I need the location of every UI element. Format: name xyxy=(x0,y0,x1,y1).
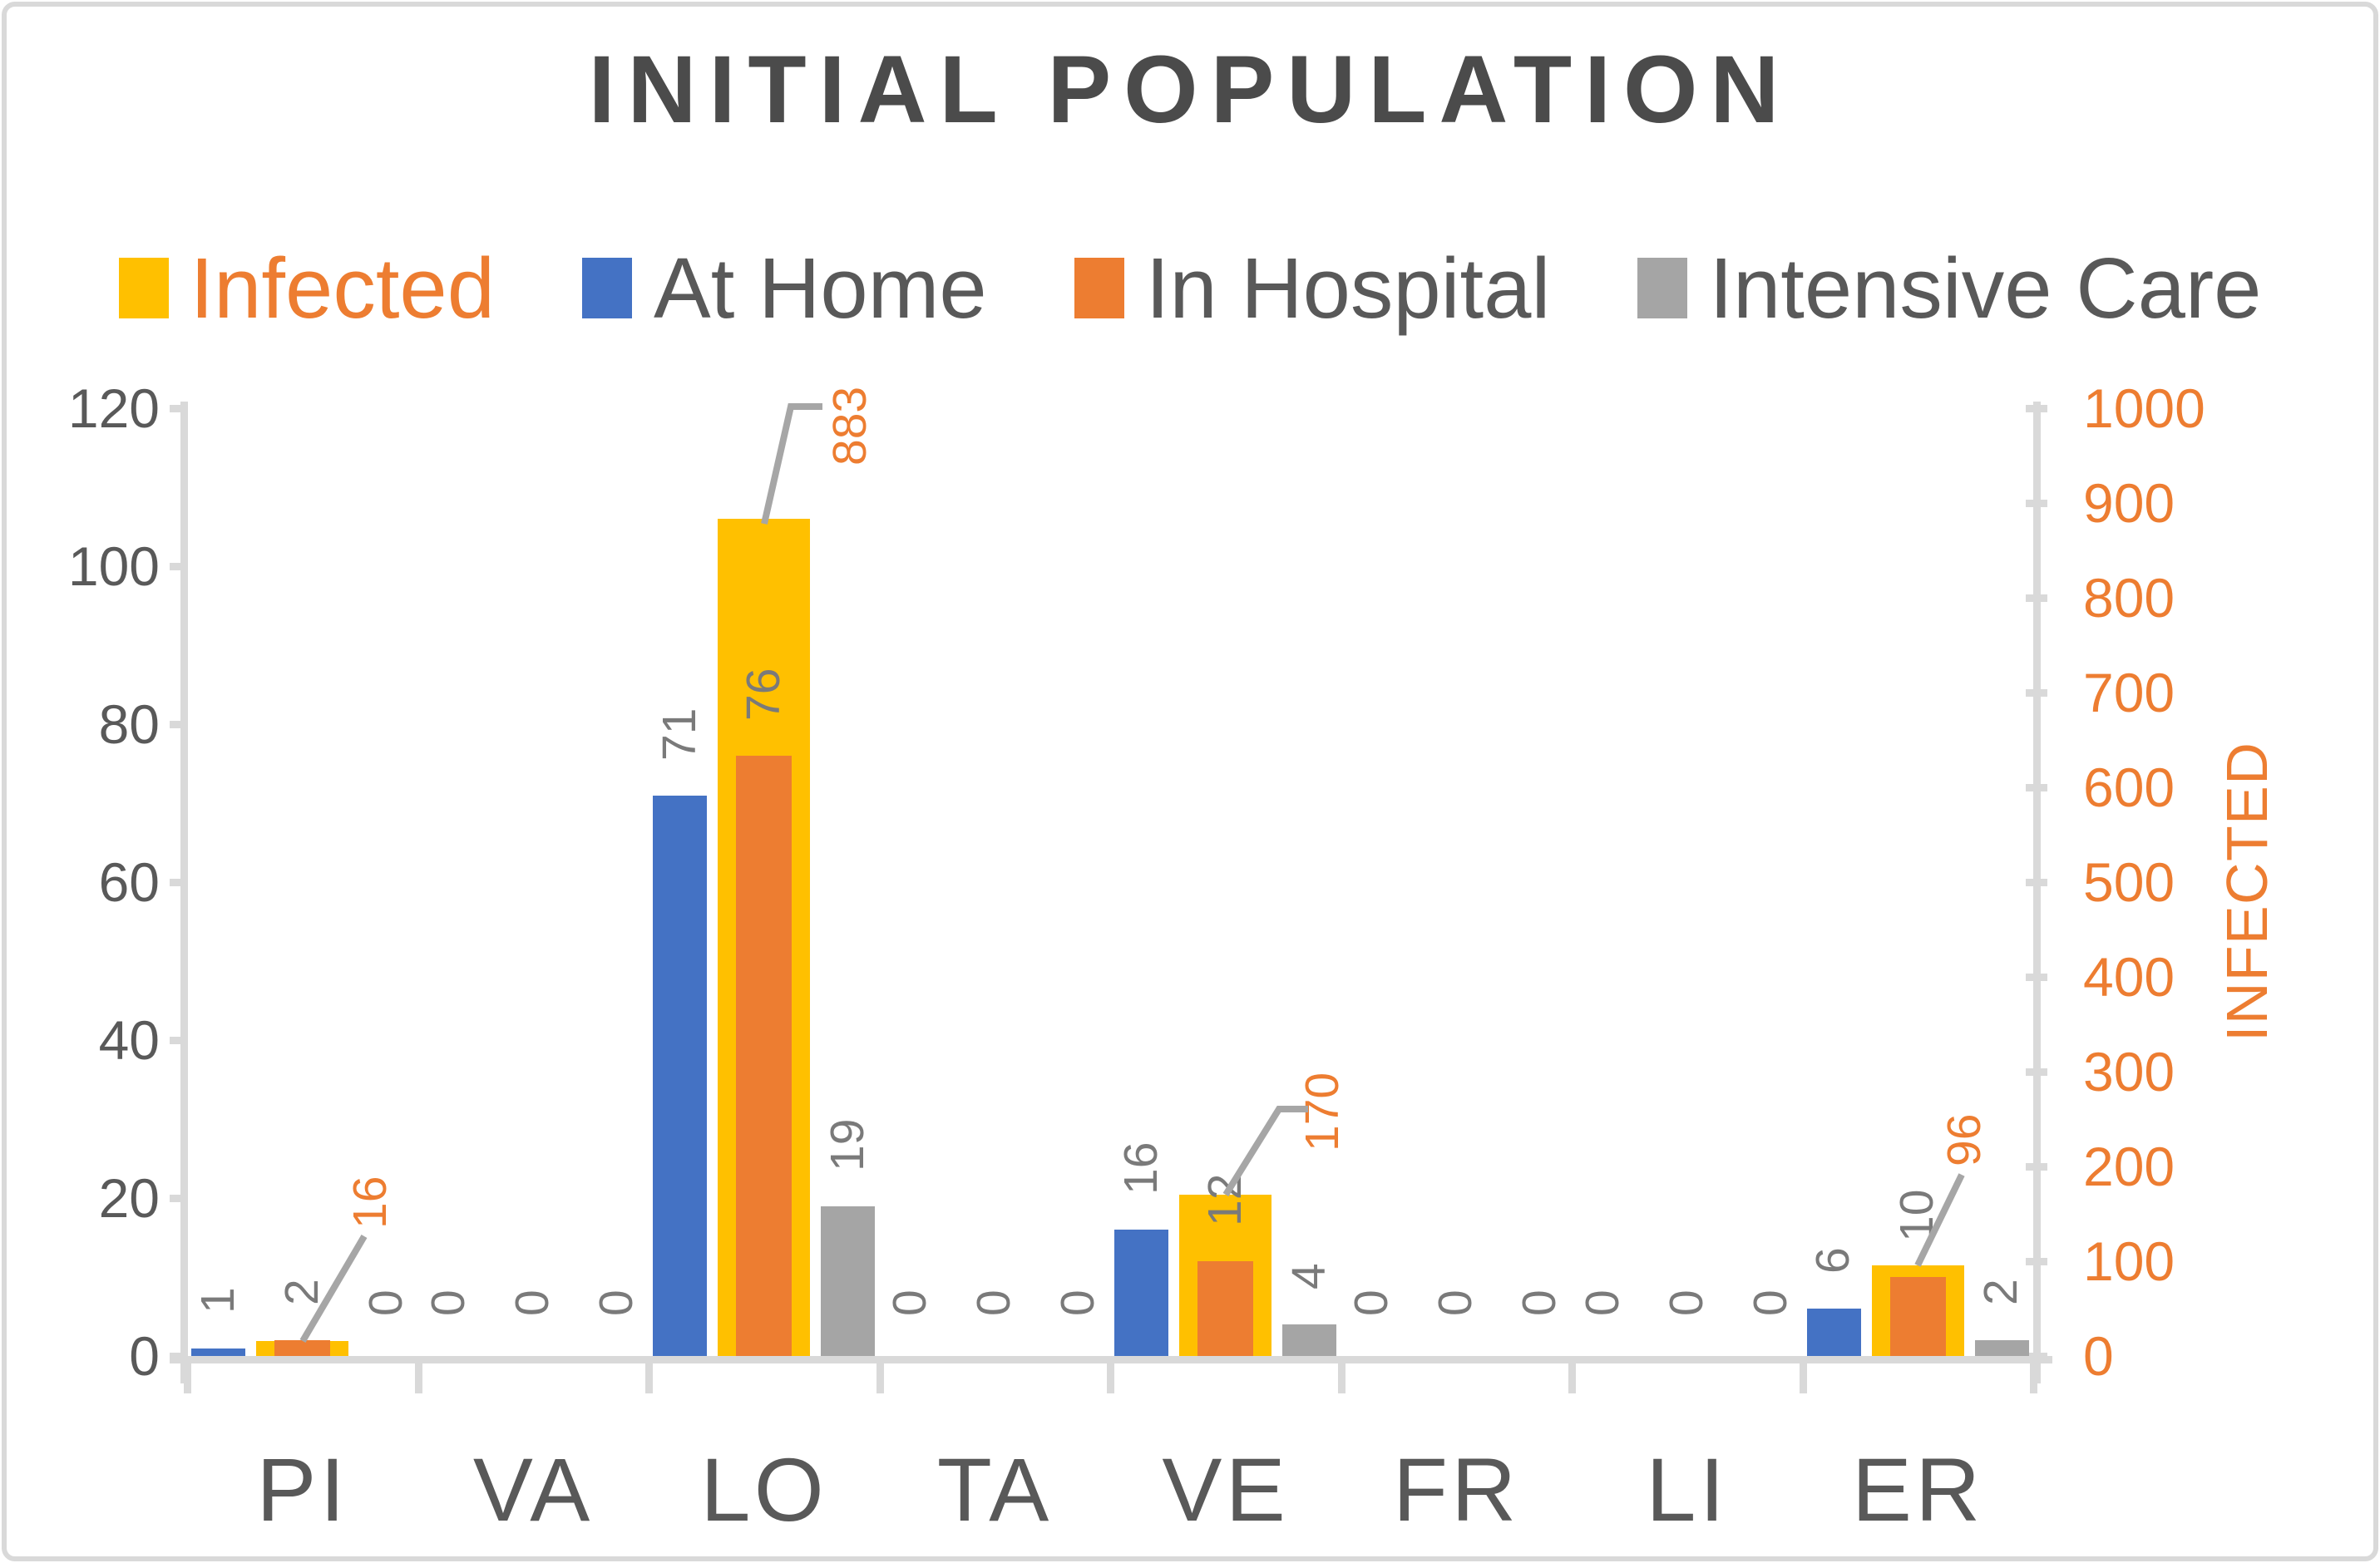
bar-in-hospital-ER[interactable] xyxy=(1889,1277,1946,1356)
legend-item-infected[interactable]: Infected xyxy=(118,240,496,336)
x-axis-tick xyxy=(645,1363,653,1393)
x-axis-tick xyxy=(1568,1363,1576,1393)
y-axis-left-tick xyxy=(170,563,188,570)
y-axis-right-tick xyxy=(2026,1353,2047,1360)
y-axis-right-tick xyxy=(2026,1068,2047,1076)
x-axis-label-VA: VA xyxy=(472,1439,594,1540)
y-axis-right-tick-label: 300 xyxy=(2083,1041,2175,1102)
y-axis-left-tick xyxy=(170,721,188,728)
legend-swatch-icon xyxy=(582,258,633,318)
y-axis-right-tick-label: 100 xyxy=(2083,1230,2175,1292)
bar-at-home-PI[interactable] xyxy=(191,1348,245,1356)
y-axis-left-tick xyxy=(170,1037,188,1044)
y-axis-right-tick xyxy=(2026,784,2047,791)
y-axis-left-tick xyxy=(170,1195,188,1202)
bar-at-home-ER[interactable] xyxy=(1806,1309,1861,1356)
x-axis-tick xyxy=(1799,1363,1807,1393)
x-axis-tick xyxy=(184,1363,191,1393)
y-axis-right-tick-label: 600 xyxy=(2083,757,2175,818)
y-axis-right-tick xyxy=(2026,689,2047,697)
bar-in-hospital-LO[interactable] xyxy=(736,756,792,1356)
leader-line-PI xyxy=(299,1234,368,1344)
y-axis-right-tick-label: 800 xyxy=(2083,567,2175,629)
y-axis-right-tick-label: 700 xyxy=(2083,662,2175,723)
y-axis-right-tick-label: 200 xyxy=(2083,1136,2175,1197)
legend-swatch-icon xyxy=(118,258,169,318)
y-axis-right-tick xyxy=(2026,405,2047,412)
legend-swatch-icon xyxy=(1637,258,1688,318)
y-axis-left-tick-label: 0 xyxy=(129,1325,160,1387)
x-axis-tick xyxy=(1107,1363,1114,1393)
y-axis-left-tick-label: 120 xyxy=(67,377,160,439)
y-axis-line-left xyxy=(180,402,188,1383)
y-axis-right-tick-label: 900 xyxy=(2083,472,2175,534)
bar-intensive-care-VE[interactable] xyxy=(1282,1324,1336,1356)
y-axis-right-tick-label: 1000 xyxy=(2083,377,2205,439)
x-axis-label-TA: TA xyxy=(936,1439,1053,1540)
x-axis-label-PI: PI xyxy=(256,1439,349,1540)
y-axis-left-tick-label: 80 xyxy=(98,693,160,755)
y-axis-left-tick-label: 40 xyxy=(98,1009,160,1071)
x-axis-label-LO: LO xyxy=(700,1439,828,1540)
y-axis-left-tick-label: 20 xyxy=(98,1167,160,1229)
legend-item-at-home[interactable]: At Home xyxy=(582,245,987,331)
x-axis-label-FR: FR xyxy=(1392,1439,1520,1540)
y-axis-right-tick-label: 0 xyxy=(2083,1325,2114,1387)
y-axis-left-tick-label: 100 xyxy=(67,535,160,597)
bar-in-hospital-VE[interactable] xyxy=(1197,1261,1253,1356)
x-axis-line xyxy=(170,1356,2052,1363)
x-axis-tick xyxy=(414,1363,422,1393)
y-axis-right-tick-label: 500 xyxy=(2083,851,2175,913)
y-axis-right-tick-label: 400 xyxy=(2083,946,2175,1008)
chart-title[interactable]: INITIAL POPULATION xyxy=(588,37,1792,143)
leader-line-LO xyxy=(761,403,822,525)
legend-label: At Home xyxy=(654,240,987,336)
y-axis-right-tick xyxy=(2026,1258,2047,1265)
bar-at-home-VE[interactable] xyxy=(1114,1230,1168,1356)
legend-swatch-icon xyxy=(1074,258,1124,318)
y-axis-right-tick xyxy=(2026,594,2047,602)
y-axis-left-tick xyxy=(170,1353,188,1360)
x-axis-label-ER: ER xyxy=(1851,1439,1984,1540)
leader-line-VE xyxy=(1222,1106,1308,1197)
y-axis-left-tick xyxy=(170,879,188,886)
x-axis-tick xyxy=(876,1363,884,1393)
legend-label: In Hospital xyxy=(1145,240,1551,336)
y-axis-line-right xyxy=(2033,402,2041,1383)
bar-in-hospital-PI[interactable] xyxy=(274,1340,330,1356)
leader-line-ER xyxy=(1914,1173,1965,1267)
y-axis-right-tick xyxy=(2026,500,2047,507)
legend-label: Infected xyxy=(190,240,496,336)
x-axis-tick xyxy=(1337,1363,1346,1393)
y-axis-right-tick xyxy=(2026,974,2047,981)
y-axis-left-tick xyxy=(170,405,188,412)
legend-item-intensive-care[interactable]: Intensive Care xyxy=(1637,245,2261,331)
y-axis-left-tick-label: 60 xyxy=(98,851,160,913)
bar-intensive-care-ER[interactable] xyxy=(1974,1340,2029,1356)
bar-intensive-care-LO[interactable] xyxy=(821,1206,875,1356)
x-axis-label-LI: LI xyxy=(1646,1439,1729,1540)
x-axis-tick xyxy=(2030,1363,2037,1393)
legend-label: Intensive Care xyxy=(1709,240,2262,336)
x-axis-label-VE: VE xyxy=(1162,1439,1290,1540)
bar-at-home-LO[interactable] xyxy=(653,795,707,1356)
legend: Infected At Home In Hospital Intensive Care xyxy=(0,245,2380,331)
y-axis-right-tick xyxy=(2026,1163,2047,1171)
legend-item-in-hospital[interactable]: In Hospital xyxy=(1074,240,1551,336)
y-axis-right-tick xyxy=(2026,879,2047,886)
